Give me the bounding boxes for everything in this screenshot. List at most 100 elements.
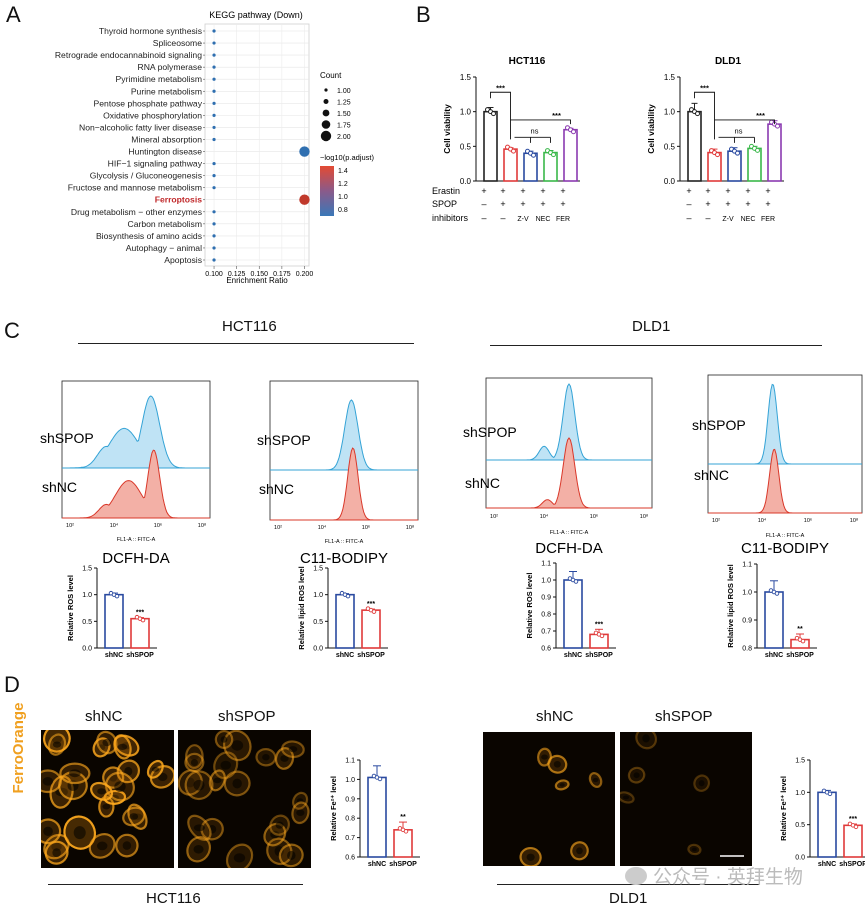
flow-tick-label: 10⁶ — [590, 513, 598, 520]
cell-nucleus — [96, 841, 108, 851]
category-label: shSPOP — [786, 652, 814, 659]
kegg-pathway-label: Carbon metabolism — [127, 219, 202, 229]
d-hct116-line — [48, 884, 303, 885]
legend-count-label: 1.25 — [337, 100, 351, 107]
kegg-xtick-label: 0.175 — [273, 271, 291, 278]
category-label: shSPOP — [389, 861, 417, 868]
histogram-shspop — [486, 383, 652, 461]
ros-bar-hct116: 0.0 0.5 1.0 1.5 Relative ROS level shNC shSPOP… — [66, 566, 157, 659]
cell-nucleus — [592, 777, 599, 783]
kegg-pathway-label: Drug metabolism − other enzymes — [71, 207, 202, 217]
flow-xlabel: FL1-A :: FITC-A — [550, 530, 589, 536]
sig-label: ** — [400, 814, 406, 821]
viability-chart-dld1: DLD1 0.0 0.5 1.0 1.5 Cell viability *** *** ns — [646, 56, 784, 186]
spop-sign: – — [686, 199, 691, 209]
kegg-dot — [212, 258, 216, 262]
flow-xlabel: FL1-A :: FITC-A — [117, 537, 156, 543]
kegg-pathway-label: Spliceosome — [153, 38, 202, 48]
kegg-pathway-label: Non−alcoholic fatty liver disease — [79, 122, 202, 132]
kegg-dot — [212, 89, 216, 93]
microscopy-hct116-shnc — [41, 730, 174, 868]
y-tick-label: 0.0 — [460, 177, 472, 186]
y-axis-label: Relative lipid ROS level — [297, 566, 306, 649]
cell-nucleus — [151, 766, 160, 772]
cell-nucleus — [526, 853, 535, 861]
histogram-shspop — [62, 395, 210, 469]
y-tick-label: 1.1 — [541, 561, 551, 568]
inhibitor-label: – — [705, 213, 710, 223]
category-label: shSPOP — [585, 652, 613, 659]
label-shnc: shNC — [259, 481, 294, 497]
flow-xlabel: FL1-A :: FITC-A — [766, 533, 805, 539]
erastin-sign: + — [765, 186, 770, 196]
bar — [361, 609, 381, 649]
kegg-title: KEGG pathway (Down) — [209, 10, 303, 20]
sig-label: *** — [136, 610, 144, 617]
y-tick-label: 0.7 — [345, 835, 355, 842]
histogram-shnc — [270, 447, 418, 521]
y-tick-label: 0.7 — [541, 629, 551, 636]
lipid-ros-bar-hct116: 0.0 0.5 1.0 1.5 Relative lipid ROS level shNC… — [297, 566, 388, 659]
y-tick-label: 0.0 — [664, 177, 676, 186]
data-point — [800, 638, 806, 644]
viability-chart-hct116: HCT116 0.0 0.5 1.0 1.5 Cell viability *** *** ns — [442, 56, 580, 186]
bar — [817, 791, 837, 858]
erastin-sign: + — [500, 186, 505, 196]
histogram-shspop — [708, 383, 862, 465]
legend-color-ticks: 1.4 1.2 1.0 0.8 — [338, 168, 348, 214]
category-label: shNC — [336, 652, 354, 659]
kegg-x-ticks: 0.100 0.125 0.150 0.175 0.200 — [205, 266, 313, 278]
flow-tick-label: 10² — [274, 525, 282, 531]
cell-nucleus — [102, 738, 112, 747]
ns-label: ns — [531, 126, 539, 135]
kegg-xtick-label: 0.150 — [250, 271, 268, 278]
category-label: shNC — [818, 861, 836, 868]
y-tick-label: 1.1 — [345, 758, 355, 765]
kegg-dot — [212, 125, 216, 130]
data-point — [114, 593, 120, 599]
flow-xlabel: FL1-A :: FITC-A — [325, 539, 364, 545]
erastin-sign: + — [725, 186, 730, 196]
spop-sign: + — [540, 199, 545, 209]
label-shspop: shSPOP — [463, 424, 517, 440]
cell-nucleus — [270, 830, 280, 839]
y-tick-label: 1.0 — [541, 578, 551, 585]
kegg-pathway-label: Huntington disease — [128, 147, 202, 157]
sig-label: ** — [797, 626, 803, 633]
panel-label-d: D — [4, 672, 20, 697]
cell-nucleus — [129, 813, 139, 820]
kegg-pathway-label: Fructose and mannose metabolism — [68, 183, 202, 193]
y-tick-label: 1.0 — [313, 592, 323, 599]
cell-nucleus — [122, 841, 132, 850]
cell-nucleus — [185, 777, 195, 788]
kegg-pathway-label: Glycolysis / Gluconeogenesis — [90, 171, 202, 181]
legend-color-label: 1.4 — [338, 168, 348, 175]
cell-nucleus — [69, 769, 81, 778]
flow-tick-label: 10⁴ — [540, 513, 549, 520]
data-point — [573, 579, 579, 584]
kegg-pathway-label: Mineral absorption — [131, 134, 202, 144]
legend-count-label: 1.50 — [337, 111, 351, 118]
c-dld1-label: DLD1 — [632, 318, 671, 335]
legend-color-title: −log10(p.adjust) — [320, 153, 374, 162]
y-tick-label: 0.0 — [795, 855, 805, 862]
panel-label-b: B — [416, 2, 431, 27]
kegg-pathway-label: Ferroptosis — [155, 195, 202, 205]
panel-d-bars: 0.6 0.7 0.8 0.9 1.0 1.1 Relative Fe²⁺ level shN… — [329, 758, 865, 868]
bar — [843, 824, 863, 858]
kegg-xtick-label: 0.100 — [205, 271, 223, 278]
ns-bracket — [514, 136, 551, 143]
kegg-dot — [212, 161, 216, 166]
cell-nucleus — [114, 781, 126, 792]
kegg-dot — [212, 41, 216, 45]
category-label: shNC — [564, 652, 582, 659]
legend-count: 1.00 1.25 1.50 1.75 2.00 — [320, 88, 351, 142]
d-dld-shnc-label: shNC — [536, 708, 574, 725]
legend-count-dot — [323, 99, 329, 104]
y-tick-label: 0.8 — [541, 612, 551, 619]
data-point — [377, 776, 383, 782]
panel-a-kegg-dotplot: KEGG pathway (Down) Thyroid hormone synt… — [55, 10, 375, 285]
viability-bar — [687, 110, 702, 182]
erastin-sign: + — [686, 186, 691, 196]
